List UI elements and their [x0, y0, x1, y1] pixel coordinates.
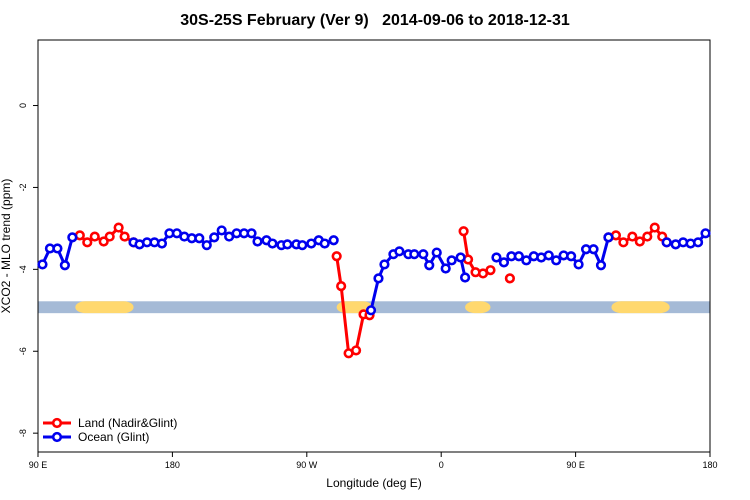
- data-point: [201, 240, 212, 251]
- data-point: [649, 222, 660, 233]
- data-point: [513, 251, 524, 262]
- land-band: [465, 301, 491, 314]
- data-point: [485, 265, 496, 276]
- data-point: [52, 243, 63, 254]
- data-point: [104, 231, 115, 242]
- data-point: [282, 239, 293, 250]
- data-point: [603, 232, 614, 243]
- y-tick-label: -6: [18, 347, 28, 355]
- data-point: [573, 259, 584, 270]
- data-point: [37, 259, 48, 270]
- data-point: [67, 232, 78, 243]
- data-point: [297, 240, 308, 251]
- data-point: [661, 237, 672, 248]
- data-point: [491, 252, 502, 263]
- data-point: [588, 244, 599, 255]
- data-point: [331, 251, 342, 262]
- data-point: [319, 238, 330, 249]
- y-axis-label: XCO2 - MLO trend (ppm): [0, 179, 13, 314]
- data-point: [119, 231, 130, 242]
- data-point: [156, 238, 168, 249]
- data-point: [642, 231, 653, 242]
- legend-label: Ocean (Glint): [78, 430, 149, 444]
- data-point: [379, 259, 390, 270]
- data-point: [458, 226, 469, 237]
- data-point: [113, 222, 124, 233]
- y-tick-label: -2: [18, 183, 28, 191]
- data-point: [543, 250, 554, 261]
- series-line: [78, 226, 668, 355]
- data-point: [551, 255, 562, 266]
- data-point: [216, 225, 227, 236]
- land-band: [75, 301, 134, 314]
- data-point: [521, 255, 532, 266]
- x-tick-label: 90 E: [566, 460, 585, 470]
- data-point: [209, 232, 220, 243]
- data-point: [246, 228, 257, 239]
- x-tick-label: 180: [165, 460, 180, 470]
- data-point: [634, 236, 645, 247]
- plot-frame: [37, 39, 711, 453]
- data-point: [440, 263, 451, 274]
- data-point: [365, 305, 377, 316]
- data-point: [424, 260, 435, 271]
- data-point: [328, 235, 339, 246]
- data-point: [89, 231, 100, 242]
- y-tick-label: 0: [18, 103, 28, 108]
- data-point: [252, 236, 263, 247]
- legend-marker: [51, 417, 63, 429]
- y-tick-label: -8: [18, 429, 28, 437]
- data-point: [446, 255, 457, 266]
- x-tick-label: 180: [702, 460, 717, 470]
- data-point: [336, 281, 347, 292]
- data-point: [373, 273, 384, 284]
- data-point: [566, 251, 577, 262]
- data-point: [59, 260, 70, 271]
- data-point: [394, 246, 405, 257]
- data-point: [418, 249, 429, 260]
- y-tick-label: -4: [18, 265, 28, 273]
- x-tick-label: 90 W: [296, 460, 318, 470]
- data-point: [350, 345, 362, 356]
- x-axis-label: Longitude (deg E): [326, 476, 421, 490]
- data-point: [595, 260, 607, 271]
- data-point: [409, 249, 420, 260]
- data-point: [194, 233, 205, 244]
- data-point: [459, 272, 471, 283]
- data-point: [700, 228, 711, 239]
- data-point: [431, 247, 442, 258]
- data-point: [504, 273, 515, 284]
- data-point: [82, 237, 93, 248]
- chart-title: 30S-25S February (Ver 9) 2014-09-06 to 2…: [180, 12, 570, 29]
- data-point: [692, 237, 704, 248]
- data-point: [455, 252, 466, 263]
- legend-marker: [51, 431, 63, 443]
- data-point: [618, 237, 629, 248]
- legend-label: Land (Nadir&Glint): [78, 416, 177, 430]
- x-tick-label: 0: [439, 460, 444, 470]
- x-tick-label: 90 E: [29, 460, 48, 470]
- data-point: [498, 257, 510, 268]
- data-point: [627, 231, 638, 242]
- data-point: [267, 238, 278, 249]
- land-band: [611, 301, 670, 314]
